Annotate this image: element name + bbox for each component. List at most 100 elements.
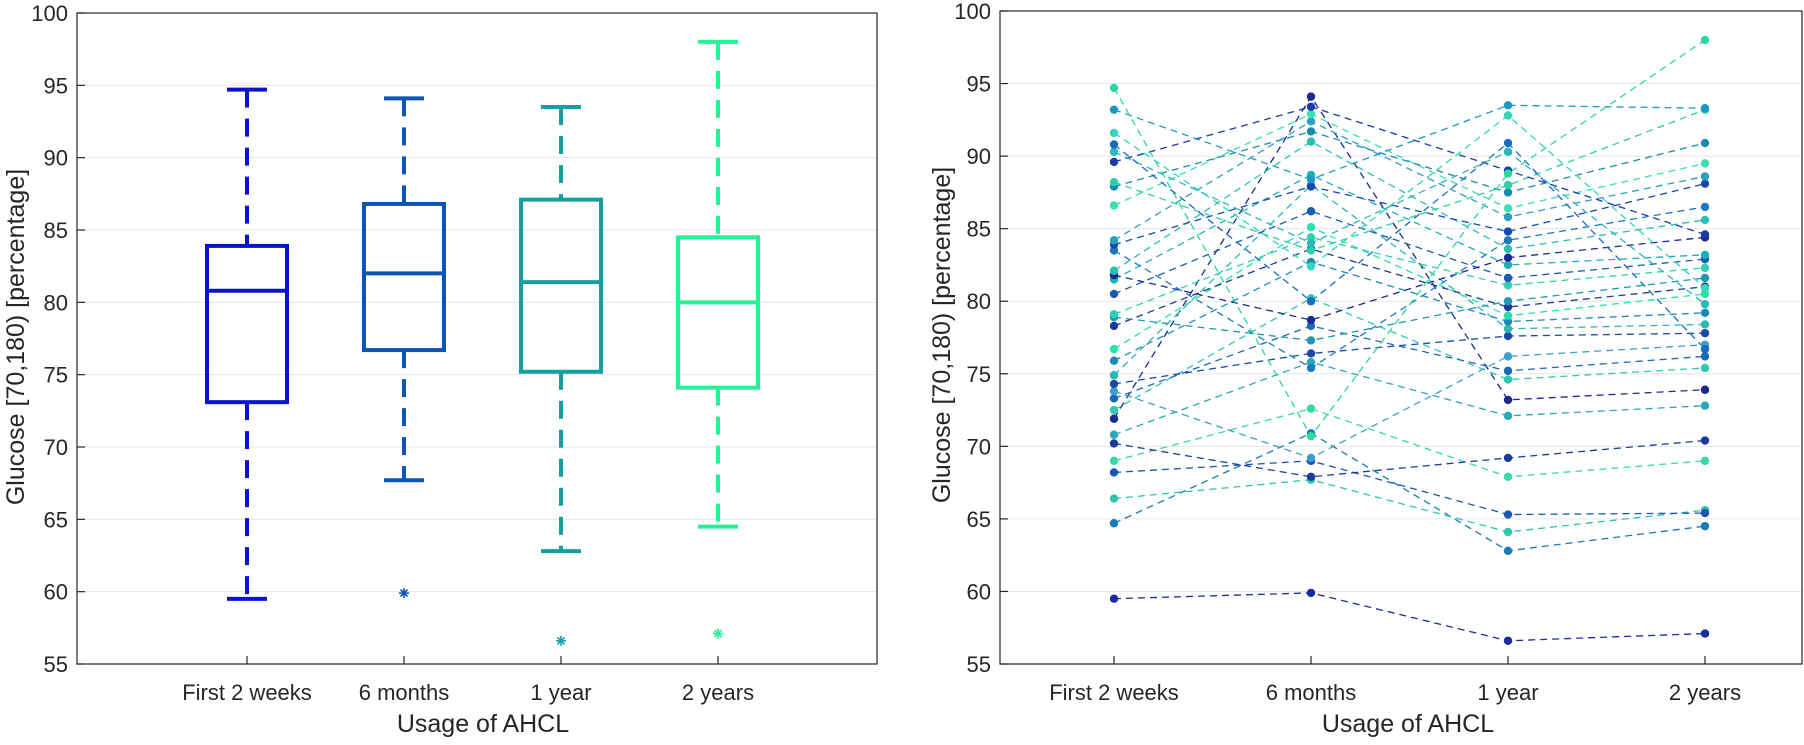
subject-point xyxy=(1700,104,1710,113)
subject-point xyxy=(1109,344,1119,354)
line-y-tick-label: 65 xyxy=(967,507,991,532)
subject-point xyxy=(1306,207,1316,216)
subject-point xyxy=(1700,401,1710,410)
subject-point xyxy=(1700,436,1710,445)
subject-point xyxy=(1700,363,1710,373)
box-iqr xyxy=(519,197,603,374)
subject-point xyxy=(1306,127,1316,136)
line-x-tick-label: 2 years xyxy=(1669,680,1741,705)
boxplot-chart: 55 60 65 70 75 80 85 90 95 100 First 2 weeks 6 mon… xyxy=(2,1,878,738)
subject-point xyxy=(1306,262,1316,271)
subject-line xyxy=(1113,130,1706,194)
line-axes-frame xyxy=(999,10,1803,665)
subject-point xyxy=(1306,102,1316,111)
subject-point xyxy=(1306,223,1316,232)
subject-point xyxy=(1700,230,1710,239)
subject-point xyxy=(1109,178,1119,187)
subject-point xyxy=(1109,468,1119,477)
line-x-tick-label: 1 year xyxy=(1477,680,1538,705)
subject-line xyxy=(1113,142,1706,350)
subject-point xyxy=(1109,310,1119,319)
subject-point xyxy=(1503,636,1513,645)
subject-point xyxy=(1700,273,1710,283)
subject-point xyxy=(1700,385,1710,394)
boxplot-x-tick-label: 6 months xyxy=(359,680,450,705)
line-x-tick-label: 6 months xyxy=(1266,680,1357,705)
boxplot-y-tick-label: 80 xyxy=(44,290,68,315)
subject-line xyxy=(1113,106,1706,236)
subject-line xyxy=(1113,104,1706,181)
subject-point xyxy=(1503,302,1513,312)
subject-point xyxy=(1700,308,1710,318)
subject-line xyxy=(1113,226,1706,350)
subject-point xyxy=(1700,35,1710,45)
subject-point xyxy=(1700,629,1710,638)
subject-line xyxy=(1113,277,1706,342)
subject-point xyxy=(1503,352,1513,361)
subject-point xyxy=(1503,260,1513,270)
subject-point xyxy=(1306,349,1316,358)
subject-point xyxy=(1503,375,1513,384)
subject-point xyxy=(1109,356,1119,365)
boxplot-y-tick-label: 60 xyxy=(44,580,68,605)
subject-point xyxy=(1306,453,1316,463)
subject-point xyxy=(1503,411,1513,421)
subject-line xyxy=(1113,184,1706,376)
subject-point xyxy=(1306,233,1316,242)
subject-point xyxy=(1700,352,1710,361)
subject-line xyxy=(1113,183,1706,246)
subject-point xyxy=(1306,315,1316,325)
subject-line xyxy=(1113,439,1706,478)
subject-point xyxy=(1306,431,1316,441)
subject-point xyxy=(1503,236,1513,245)
subject-point xyxy=(1503,366,1513,376)
subject-point xyxy=(1503,527,1513,537)
subject-line xyxy=(1113,151,1706,305)
boxplot-x-axis-label: Usage of AHCL xyxy=(397,710,569,738)
subject-point xyxy=(1700,172,1710,181)
subject-line xyxy=(1113,39,1706,438)
line-x-tick-label: First 2 weeks xyxy=(1049,680,1179,705)
subject-point xyxy=(1700,159,1710,168)
boxplot-y-axis-label: Glucose [70,180) [percentage] xyxy=(2,169,30,505)
boxplot-y-tick-label: 95 xyxy=(44,73,68,98)
subject-line xyxy=(1113,592,1706,642)
line-y-tick-label: 55 xyxy=(967,652,991,677)
subject-point xyxy=(1503,281,1513,290)
boxplot-x-tick-label: 1 year xyxy=(530,680,591,705)
line-y-tick-label: 75 xyxy=(967,362,991,387)
subject-point xyxy=(1503,453,1513,463)
subject-point xyxy=(1700,179,1710,188)
line-y-tick-label: 70 xyxy=(967,434,991,459)
subject-line xyxy=(1113,236,1706,315)
subject-line xyxy=(1113,479,1706,533)
subject-point xyxy=(1503,204,1513,213)
boxplot-y-tick-label: 65 xyxy=(44,507,68,532)
subject-point xyxy=(1700,456,1710,466)
subject-point xyxy=(1700,283,1710,293)
boxplot-x-tick-label: 2 years xyxy=(682,680,754,705)
subject-point xyxy=(1503,546,1513,556)
subject-line xyxy=(1113,261,1706,362)
subject-line xyxy=(1113,297,1706,411)
line-y-tick-label: 85 xyxy=(967,217,991,242)
subject-point xyxy=(1503,273,1513,283)
outlier-marker xyxy=(713,628,723,639)
subject-point xyxy=(1109,289,1119,299)
subject-point xyxy=(1503,169,1513,178)
line-y-axis-label: Glucose [70,180) [percentage] xyxy=(928,167,956,503)
subject-line xyxy=(1113,248,1706,327)
subject-point xyxy=(1109,394,1119,403)
boxplot-y-tick-label: 100 xyxy=(31,1,68,26)
line-marks xyxy=(1109,35,1710,645)
subject-point xyxy=(1109,386,1119,396)
boxplot-x-tick-label: First 2 weeks xyxy=(182,680,312,705)
subject-point xyxy=(1503,244,1513,254)
subject-line xyxy=(1113,325,1706,400)
subject-line xyxy=(1113,344,1706,459)
subject-line xyxy=(1113,206,1706,369)
subject-line xyxy=(1113,407,1706,478)
subject-point xyxy=(1109,246,1119,255)
subject-line xyxy=(1113,95,1706,420)
